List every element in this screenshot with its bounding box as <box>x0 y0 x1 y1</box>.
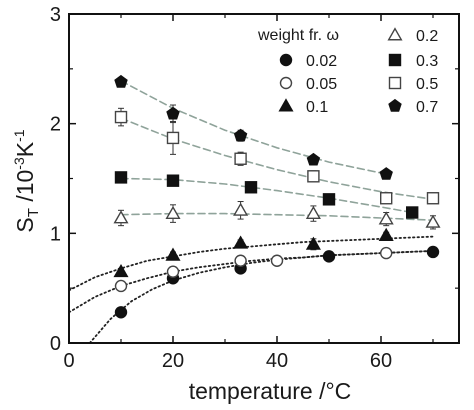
data-point-series-4 <box>322 193 336 206</box>
legend-marker-3 <box>387 27 403 41</box>
data-point-series-5 <box>307 170 320 183</box>
y-tick-label: 0 <box>50 333 61 355</box>
data-point-series-3 <box>378 211 394 225</box>
data-point-series-6 <box>379 167 393 180</box>
data-point-series-2 <box>378 227 394 241</box>
legend-label-6: 0.7 <box>416 99 438 116</box>
data-point-series-3 <box>113 210 129 224</box>
x-tick-label: 40 <box>266 350 288 372</box>
data-point-series-2 <box>113 263 129 278</box>
data-point-series-1 <box>166 265 180 278</box>
x-axis-title: temperature /°C <box>189 378 352 404</box>
data-point-series-6 <box>114 74 128 88</box>
data-point-series-3 <box>165 205 181 220</box>
data-point-series-2 <box>305 236 321 250</box>
data-markers <box>113 74 441 319</box>
legend-label-0: 0.02 <box>306 53 337 70</box>
data-point-series-4 <box>166 174 180 187</box>
y-tick-label: 2 <box>50 114 61 136</box>
x-tick-label: 60 <box>370 350 392 372</box>
data-point-series-3 <box>233 202 249 216</box>
data-point-series-5 <box>166 131 180 145</box>
fit-curve-1 <box>68 249 434 314</box>
legend-label-2: 0.1 <box>306 99 328 116</box>
data-point-series-1 <box>380 246 393 260</box>
data-point-series-5 <box>426 192 440 205</box>
data-point-series-6 <box>166 106 180 120</box>
fit-curve-0 <box>88 249 434 344</box>
y-axis-title-sup-b: -1 <box>11 129 27 142</box>
data-point-series-3 <box>425 214 441 228</box>
y-axis-title-sub: T <box>25 208 42 217</box>
data-point-series-1 <box>270 254 284 267</box>
data-point-series-3 <box>305 205 321 220</box>
data-point-series-1 <box>234 254 247 267</box>
data-point-series-0 <box>114 306 128 319</box>
legend-marker-0 <box>279 53 293 67</box>
legend-label-4: 0.3 <box>416 53 438 70</box>
legend: weight fr. ω 0.02 0.05 0.1 0.2 0.3 0.5 0.7 <box>257 27 438 116</box>
data-point-series-6 <box>233 128 248 142</box>
y-axis-title: ST /10-3K-1 <box>11 129 42 232</box>
data-point-series-5 <box>380 192 393 205</box>
data-point-series-1 <box>114 279 128 293</box>
data-point-series-0 <box>322 250 336 263</box>
y-axis-title-unit-a: /10 <box>12 170 38 208</box>
fit-curve-2 <box>68 235 434 292</box>
y-axis-title-sup-a: -3 <box>11 157 27 170</box>
legend-label-3: 0.2 <box>416 28 438 45</box>
fit-curve-6 <box>120 80 388 175</box>
legend-label-5: 0.5 <box>416 76 438 93</box>
x-tick-label: 0 <box>63 350 74 372</box>
data-point-series-6 <box>306 152 321 166</box>
y-tick-label: 1 <box>50 223 61 245</box>
legend-marker-6 <box>388 98 402 112</box>
y-tick-label: 3 <box>50 4 61 26</box>
axis-text-layer: temperature /°C ST /10-3K-1 <box>11 129 351 404</box>
x-tick-label: 20 <box>162 350 184 372</box>
data-point-series-2 <box>233 235 249 249</box>
legend-marker-5 <box>388 76 402 90</box>
data-point-series-5 <box>234 152 247 165</box>
legend-marker-4 <box>388 53 402 67</box>
data-point-series-2 <box>165 247 181 261</box>
fit-curve-5 <box>120 117 434 201</box>
legend-title: weight fr. ω <box>257 27 339 44</box>
legend-label-1: 0.05 <box>306 76 337 93</box>
y-axis-title-main: S <box>12 217 38 232</box>
ticks: 0 20 40 60 0 1 2 3 <box>50 4 459 372</box>
fit-curve-4 <box>120 177 414 214</box>
legend-marker-2 <box>278 98 294 112</box>
data-point-series-4 <box>244 181 258 194</box>
data-point-series-4 <box>114 171 128 184</box>
data-point-series-0 <box>426 245 440 259</box>
data-point-series-4 <box>406 206 419 219</box>
data-point-series-5 <box>114 110 128 124</box>
fit-curve-3 <box>120 212 434 221</box>
fit-curves <box>68 80 434 344</box>
legend-marker-1 <box>279 76 293 90</box>
y-axis-title-unit-b: K <box>12 141 38 157</box>
